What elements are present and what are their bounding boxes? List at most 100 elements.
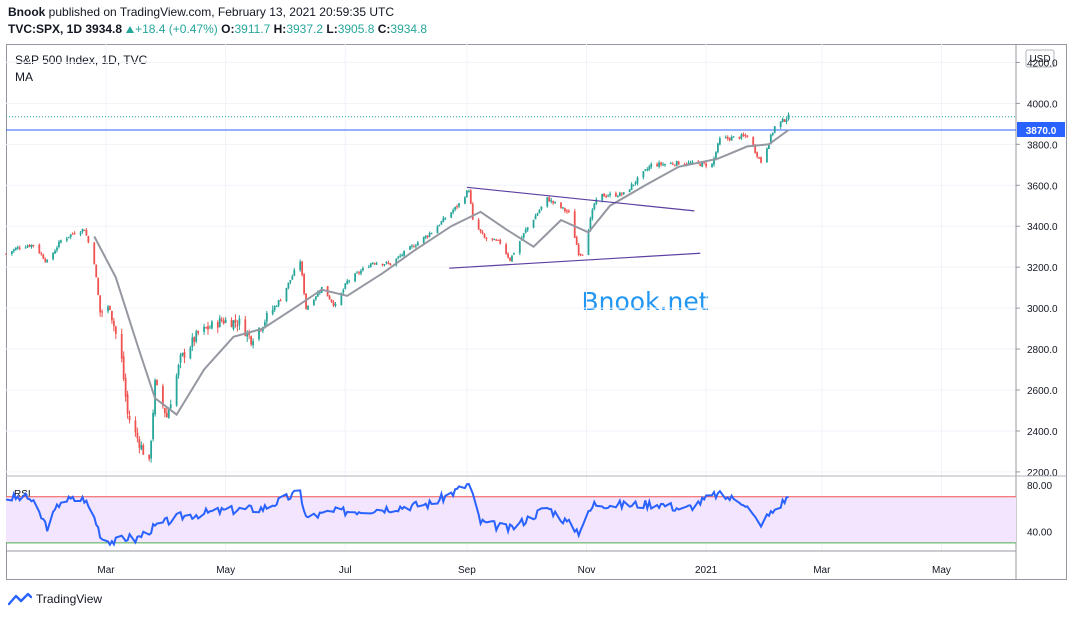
candle-body <box>518 241 521 253</box>
candle-body <box>236 324 239 326</box>
candle-body <box>387 262 390 264</box>
price-tick-label: 3000.0 <box>1027 304 1058 315</box>
candle-body <box>14 248 17 251</box>
publisher-name[interactable]: Bnook <box>8 5 46 19</box>
candle-body <box>713 158 715 165</box>
candle-body <box>209 327 211 329</box>
candle-body <box>773 126 776 133</box>
candle-body <box>756 152 759 157</box>
trendline[interactable] <box>466 186 695 212</box>
candle-body <box>287 282 290 289</box>
candle-body <box>265 312 268 322</box>
candle-body <box>344 283 347 289</box>
high-label: H: <box>273 22 287 36</box>
candle-body <box>509 257 511 261</box>
currency-button[interactable]: USD <box>1025 49 1055 68</box>
candle-body <box>197 331 200 334</box>
candle-body <box>10 251 13 254</box>
candle-body <box>552 200 555 203</box>
candle-body <box>114 326 117 334</box>
candle-body <box>609 193 611 196</box>
candle-body <box>65 238 68 241</box>
candle-body <box>87 236 90 243</box>
published-text: published on TradingView.com, February 1… <box>45 5 394 19</box>
ohlc-line: TVC:SPX, 1D 3934.8 +18.4 (+0.47%) O:3911.… <box>8 22 427 37</box>
trendline[interactable] <box>449 252 701 269</box>
publish-info: Bnook published on TradingView.com, Febr… <box>8 5 394 20</box>
candle-body <box>524 229 527 233</box>
candle-body <box>334 304 337 306</box>
candle-body <box>362 268 364 271</box>
footer-brand[interactable]: TradingView <box>8 592 102 606</box>
candle-body <box>477 219 480 230</box>
candle-body <box>356 272 358 274</box>
indicator-label: MA <box>15 70 33 84</box>
candle-body <box>97 278 100 295</box>
candle-body <box>258 327 260 340</box>
candle-body <box>299 261 302 271</box>
candle-body <box>313 300 315 306</box>
candle-body <box>550 200 553 202</box>
candle-body <box>511 255 513 262</box>
candle-body <box>483 234 486 238</box>
candle-body <box>54 250 56 254</box>
candle-body <box>124 377 127 397</box>
time-tick-label: Nov <box>578 565 596 576</box>
candle-body <box>413 246 415 248</box>
candle-body <box>30 244 33 248</box>
time-tick-label: Sep <box>458 565 476 576</box>
footer-brand-label: TradingView <box>36 592 103 606</box>
candle-body <box>216 322 219 328</box>
candle-body <box>783 119 786 122</box>
chart-frame <box>6 44 1067 580</box>
candle-body <box>644 169 647 171</box>
candle-body <box>538 210 541 214</box>
candle-body <box>328 296 331 300</box>
candle-body <box>573 211 576 238</box>
watermark-text: Bnook.net <box>581 287 708 316</box>
candle-body <box>687 162 690 165</box>
candle-body <box>71 233 74 235</box>
open-value: 3911.7 <box>234 22 271 36</box>
candle-body <box>507 253 509 258</box>
candle-body <box>193 337 196 342</box>
candle-body <box>289 280 292 283</box>
candle-body <box>165 412 168 418</box>
candle-body <box>591 209 594 219</box>
candle-body <box>152 412 154 440</box>
candle-body <box>766 148 768 163</box>
candle-body <box>579 254 582 256</box>
candle-body <box>615 193 617 197</box>
candle-body <box>564 208 566 211</box>
candle-body <box>189 347 192 359</box>
candle-body <box>481 231 484 234</box>
candle-body <box>73 233 76 235</box>
candle-body <box>724 137 727 139</box>
candle-body <box>395 258 398 265</box>
candle-body <box>385 262 388 264</box>
pane-title: S&P 500 Index, 1D, TVC <box>15 53 148 67</box>
candle-body <box>522 233 525 238</box>
candle-body <box>616 196 619 198</box>
candle-body <box>771 132 774 135</box>
candle-body <box>526 227 529 231</box>
rsi-tick-label: 80.00 <box>1027 481 1052 492</box>
candle-body <box>703 162 706 164</box>
candle-body <box>675 160 678 166</box>
price-tick-label: 3800.0 <box>1027 140 1058 151</box>
candle-body <box>28 245 31 247</box>
candle-body <box>581 254 584 256</box>
candle-body <box>150 441 153 459</box>
candle-body <box>403 250 406 256</box>
candle-body <box>238 318 241 325</box>
candle-body <box>318 291 321 294</box>
candle-body <box>717 143 719 152</box>
candle-body <box>85 229 88 236</box>
rsi-band <box>6 496 1016 543</box>
candle-body <box>620 193 623 195</box>
candle-body <box>375 263 378 265</box>
candle-body <box>330 299 333 302</box>
rsi-tick-label: 40.00 <box>1027 527 1052 538</box>
candle-body <box>540 206 543 210</box>
